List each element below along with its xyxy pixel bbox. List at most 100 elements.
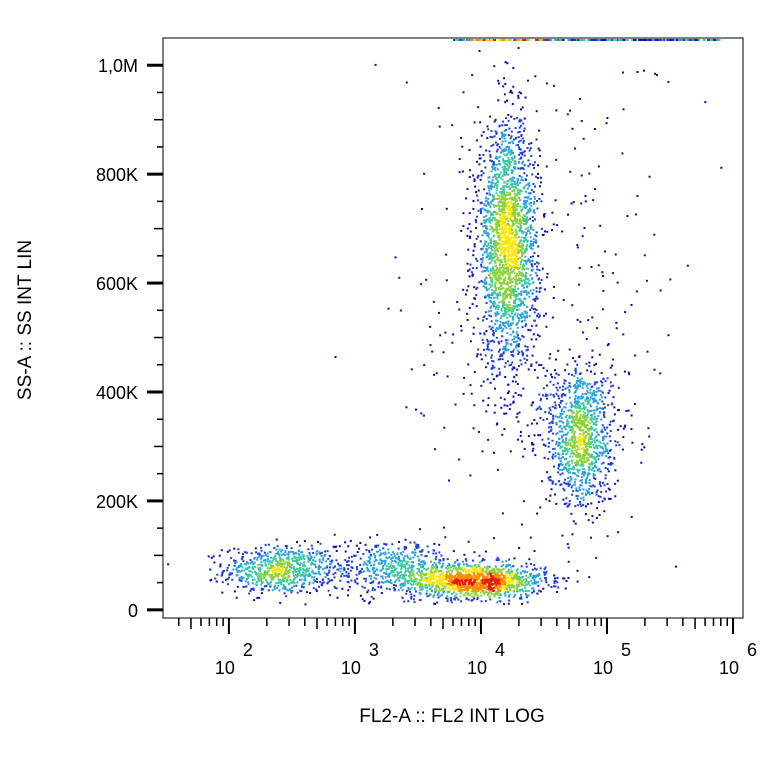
data-point (501, 207, 504, 210)
data-point (364, 543, 367, 546)
data-point (347, 594, 349, 597)
data-point (167, 563, 170, 566)
data-point (524, 280, 527, 283)
data-point (527, 159, 530, 162)
data-point (273, 588, 276, 590)
data-point (489, 272, 492, 275)
data-point (244, 572, 247, 575)
data-point (502, 215, 505, 218)
data-point (532, 288, 535, 291)
data-point (504, 585, 507, 588)
data-point (237, 551, 240, 554)
data-point (292, 571, 295, 573)
data-point (309, 592, 312, 594)
data-point (340, 564, 343, 567)
data-point (572, 385, 575, 388)
data-point (483, 281, 486, 284)
data-point (511, 220, 514, 223)
data-point (510, 242, 513, 245)
data-point (499, 155, 502, 158)
data-point (501, 232, 504, 235)
data-point (489, 573, 492, 576)
data-point (272, 557, 275, 560)
data-point (490, 586, 492, 589)
data-point (543, 456, 546, 459)
data-point (514, 298, 517, 301)
data-point (494, 291, 497, 294)
data-point (249, 562, 252, 565)
data-point (544, 230, 546, 233)
data-point (437, 575, 440, 578)
data-point (335, 545, 338, 548)
data-point (369, 536, 371, 539)
data-point (505, 146, 508, 149)
data-point (461, 569, 464, 572)
data-point (296, 562, 299, 565)
data-point (422, 583, 425, 586)
data-point (538, 277, 541, 280)
data-point (563, 382, 566, 385)
data-point (537, 581, 539, 584)
data-point (473, 585, 476, 588)
data-point (478, 565, 481, 568)
data-point (412, 551, 415, 554)
data-point (493, 135, 496, 138)
data-point (498, 259, 501, 262)
data-point (487, 201, 489, 204)
data-point (349, 569, 352, 572)
data-point (425, 584, 428, 587)
data-point (534, 576, 537, 579)
data-point (515, 244, 518, 247)
data-point (474, 592, 477, 595)
data-point (507, 294, 510, 297)
data-point (518, 304, 521, 307)
data-point (514, 312, 517, 315)
data-point (369, 555, 372, 558)
data-point (493, 250, 496, 253)
data-point (492, 300, 495, 303)
data-point (491, 373, 494, 376)
data-point (471, 599, 474, 602)
data-point (517, 96, 520, 99)
data-point (278, 567, 281, 570)
data-point (494, 586, 497, 589)
data-point (401, 560, 404, 563)
data-point (539, 181, 542, 184)
data-point (484, 590, 487, 593)
data-point (518, 229, 521, 232)
data-point (488, 295, 490, 298)
data-point (494, 249, 497, 252)
data-point (368, 560, 371, 562)
data-point (423, 574, 426, 577)
data-point (515, 220, 518, 223)
data-point (509, 153, 512, 156)
data-point (515, 237, 518, 240)
data-point (499, 600, 502, 603)
data-point (450, 601, 453, 604)
data-point (370, 595, 373, 598)
data-point (291, 586, 294, 589)
data-point (291, 589, 294, 592)
data-point (500, 231, 503, 234)
data-point (492, 176, 495, 179)
data-point (594, 464, 596, 467)
data-point (503, 291, 506, 294)
data-point (288, 550, 291, 553)
data-point (400, 552, 402, 555)
data-point (481, 578, 484, 581)
data-point (505, 243, 508, 246)
data-point (520, 92, 523, 95)
data-point (493, 585, 496, 588)
data-point (492, 274, 495, 277)
data-point (569, 425, 572, 428)
data-point (260, 592, 263, 595)
data-point (248, 573, 251, 576)
data-point (473, 597, 475, 600)
data-point (522, 122, 525, 125)
data-point (469, 384, 472, 387)
data-point (493, 205, 496, 208)
data-point (363, 586, 366, 589)
data-point (512, 66, 515, 69)
data-point (524, 215, 526, 218)
data-point (515, 198, 518, 201)
